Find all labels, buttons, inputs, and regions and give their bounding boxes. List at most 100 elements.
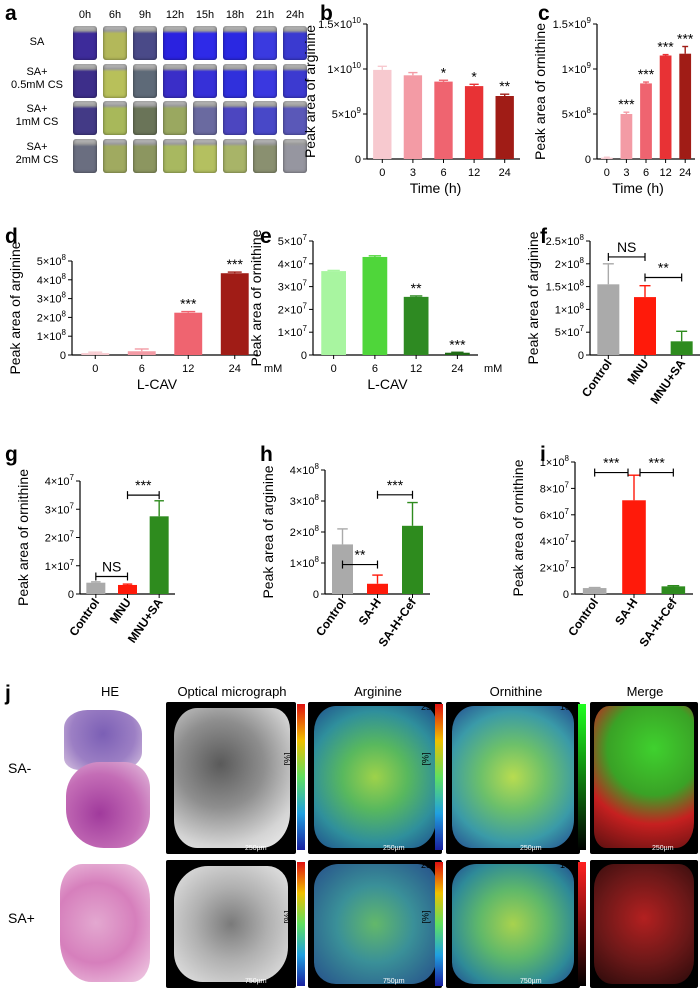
tick-base: 4×10 [45,476,70,488]
tick-exponent: 8 [62,253,67,262]
optical-micrograph-sa-plus [166,860,296,988]
panel-letter-g: g [5,443,18,466]
condition-label-line: SA+ [26,141,48,153]
panel-letter-a: a [5,2,17,25]
tick-base: 5×10 [278,236,303,248]
time-label: 18h [225,9,245,21]
colorbar-min-label: 0 [427,978,433,988]
x-axis-label: Time (h) [612,180,664,196]
tick-exponent: 7 [70,501,75,510]
tick-exponent: 7 [303,279,308,288]
x-tick-label: 24 [229,363,241,375]
tick-exponent: 10 [352,16,361,25]
tick-base: 0 [60,350,66,362]
x-tick-label: 0 [331,363,337,375]
bar [118,584,137,594]
vial [103,64,127,98]
tick-base: 5×10 [555,327,580,339]
tick-base: 8×10 [540,483,565,495]
optical-micrograph-sa-minus [166,702,296,854]
tick-exponent: 7 [565,480,570,489]
column-header-ornithine: Ornithine [489,684,543,699]
vial [193,139,217,173]
bar [620,114,633,159]
x-unit-label: mM [264,363,282,375]
y-axis-label: Peak area of ornithine [15,469,31,606]
condition-label: SA+ 2mM CS [6,141,68,167]
significance-label: NS [102,558,121,574]
significance-label: *** [180,296,197,312]
tick-exponent: 8 [62,291,67,300]
vial [73,139,97,173]
y-tick-label: 1×108 [540,454,570,469]
y-tick-label: 4×108 [290,462,320,477]
y-tick-label: 5×108 [562,106,592,121]
condition-label: SA+ 0.5mM CS [6,66,68,92]
bar [670,341,693,355]
condition-label-line: SA [29,36,45,48]
condition-label-line: 1mM CS [15,116,59,128]
y-tick-label: 1.5×108 [546,279,585,294]
vial [73,101,97,135]
tick-base: 5×10 [562,109,587,121]
tick-exponent: 7 [565,507,570,516]
tick-exponent: 7 [565,533,570,542]
vial [223,139,247,173]
tick-base: 1×10 [555,304,580,316]
vial [73,26,97,60]
bar [373,69,392,159]
y-tick-label: 3×107 [45,501,75,516]
tick-base: 1.5×10 [318,19,352,31]
y-axis-label: Peak area of ornithine [510,459,526,596]
y-axis-label: Peak area of arginine [302,25,318,158]
significance-label: NS [617,239,636,255]
panel-letter-h: h [260,443,273,466]
y-tick-label: 4×108 [37,272,67,287]
y-tick-label: 4×107 [540,533,570,548]
y-tick-label: 4×107 [45,473,75,488]
x-axis-label: L-CAV [137,376,178,392]
significance-label: *** [638,66,655,82]
vial [253,64,277,98]
colorbar-unit-label: [%] [420,910,431,924]
condition-label-line: 0.5mM CS [11,79,63,91]
tick-exponent: 9 [587,16,592,25]
panel-letter-b: b [320,2,333,25]
colorbar-min-label: 0 [289,842,295,852]
bar [661,586,686,594]
y-tick-label: 1×109 [562,61,592,76]
colorbar-unit-label: [%] [282,752,293,766]
scale-bar-label: 750µm [520,978,542,985]
panel-letter-j: j [5,682,11,705]
y-tick-label: 0 [563,589,569,601]
vial [193,26,217,60]
bar [582,588,607,594]
significance-label: * [471,68,477,84]
tick-base: 1×10 [540,457,565,469]
vial [133,64,157,98]
significance-label: *** [618,96,635,112]
tick-exponent: 7 [565,560,570,569]
y-tick-label: 2×108 [290,524,320,539]
scale-bar-label: 750µm [245,978,267,985]
y-tick-label: 5×109 [332,106,362,121]
tick-exponent: 8 [580,301,585,310]
condition-label-line: SA+ [26,66,48,78]
tick-exponent: 8 [580,233,585,242]
bar [659,55,672,159]
bar [402,525,423,594]
panel-letter-d: d [5,225,18,248]
bar [403,296,429,355]
vial [133,139,157,173]
tick-exponent: 8 [565,454,570,463]
colorbar-unit-label: [%] [282,910,293,924]
x-tick-label: 6 [139,363,145,375]
panel-letter-i: i [540,443,546,466]
time-label: 15h [195,9,215,21]
tick-base: 0 [313,589,319,601]
scale-bar-label: 250µm [520,845,542,852]
bar [367,583,388,594]
y-tick-label: 3×108 [290,493,320,508]
